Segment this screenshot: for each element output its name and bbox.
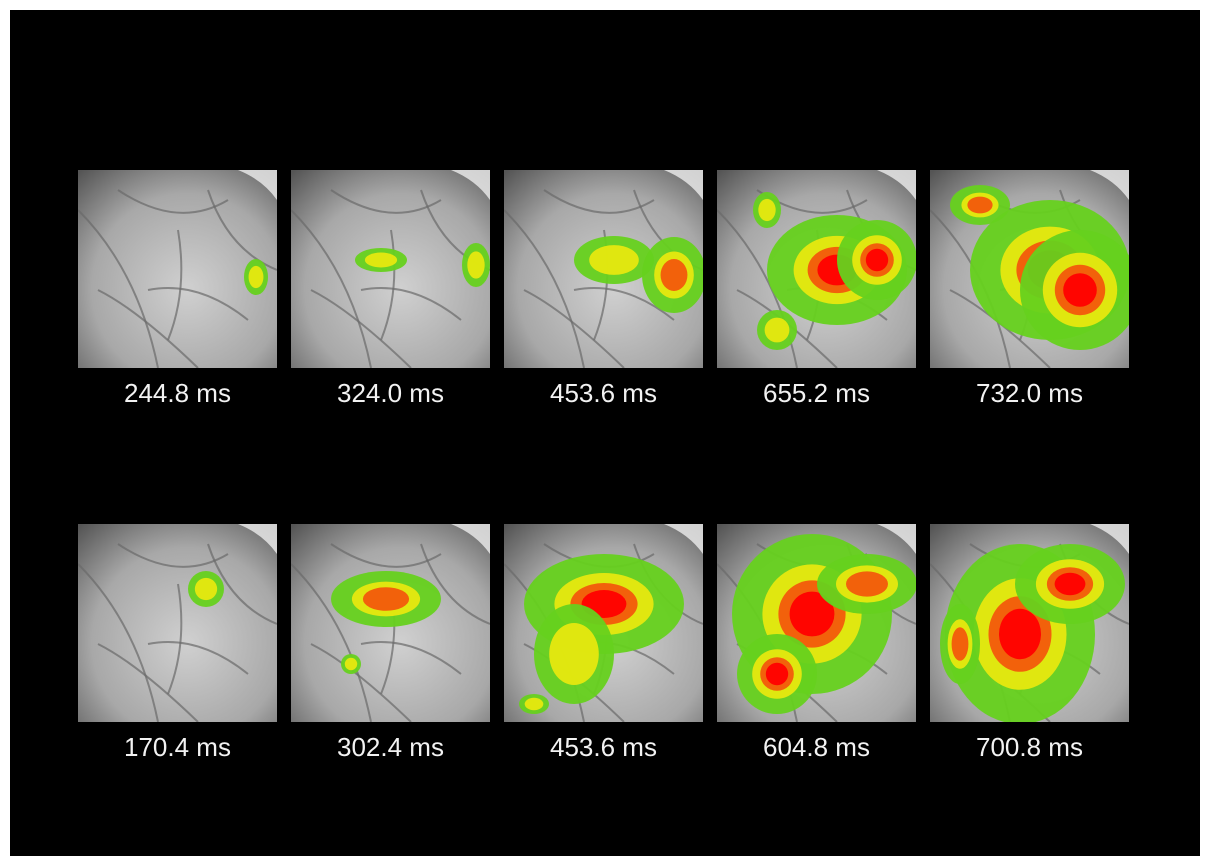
cortex-image [717,170,916,368]
time-label: 324.0 ms [291,378,490,409]
activation-blob [758,199,775,221]
activation-blob [525,698,544,710]
time-label: 244.8 ms [78,378,277,409]
row-title: Left Target [10,28,1200,46]
activation-blob [249,266,264,288]
cortex-image [78,524,277,722]
time-label: 302.4 ms [291,732,490,763]
activation-blob [765,318,790,343]
cortex-image [504,170,703,368]
activation-blob [1055,573,1086,595]
activation-blob [661,259,688,291]
activation-blob [766,663,788,685]
activation-blob [846,571,888,596]
cortex-image [78,170,277,368]
time-label: 453.6 ms [504,378,703,409]
activation-blob [952,627,969,661]
cortex-image [930,524,1129,722]
cortex-image [504,524,703,722]
time-label: 453.6 ms [504,732,703,763]
time-label: 700.8 ms [930,732,1129,763]
activation-blob [866,249,888,271]
activation-blob [549,623,599,685]
time-label: 655.2 ms [717,378,916,409]
activation-blob [195,578,217,600]
activation-blob [589,245,639,275]
cortex-image [291,170,490,368]
time-label: 170.4 ms [78,732,277,763]
cortex-image [930,170,1129,368]
cortex-image [717,524,916,722]
time-label: 604.8 ms [717,732,916,763]
time-label: 732.0 ms [930,378,1129,409]
activation-blob [1063,273,1097,307]
activation-blob [999,609,1041,659]
cortex-image [291,524,490,722]
activation-blob [345,658,357,670]
row-title: Right Target [10,10,1200,28]
activation-blob [365,253,397,268]
image-background [78,524,277,722]
activation-blob [467,251,484,278]
activation-blob [363,587,409,611]
activation-blob [967,197,992,214]
figure: Right Target 244.8 ms 324.0 ms 453.6 ms 655.… [10,10,1200,856]
